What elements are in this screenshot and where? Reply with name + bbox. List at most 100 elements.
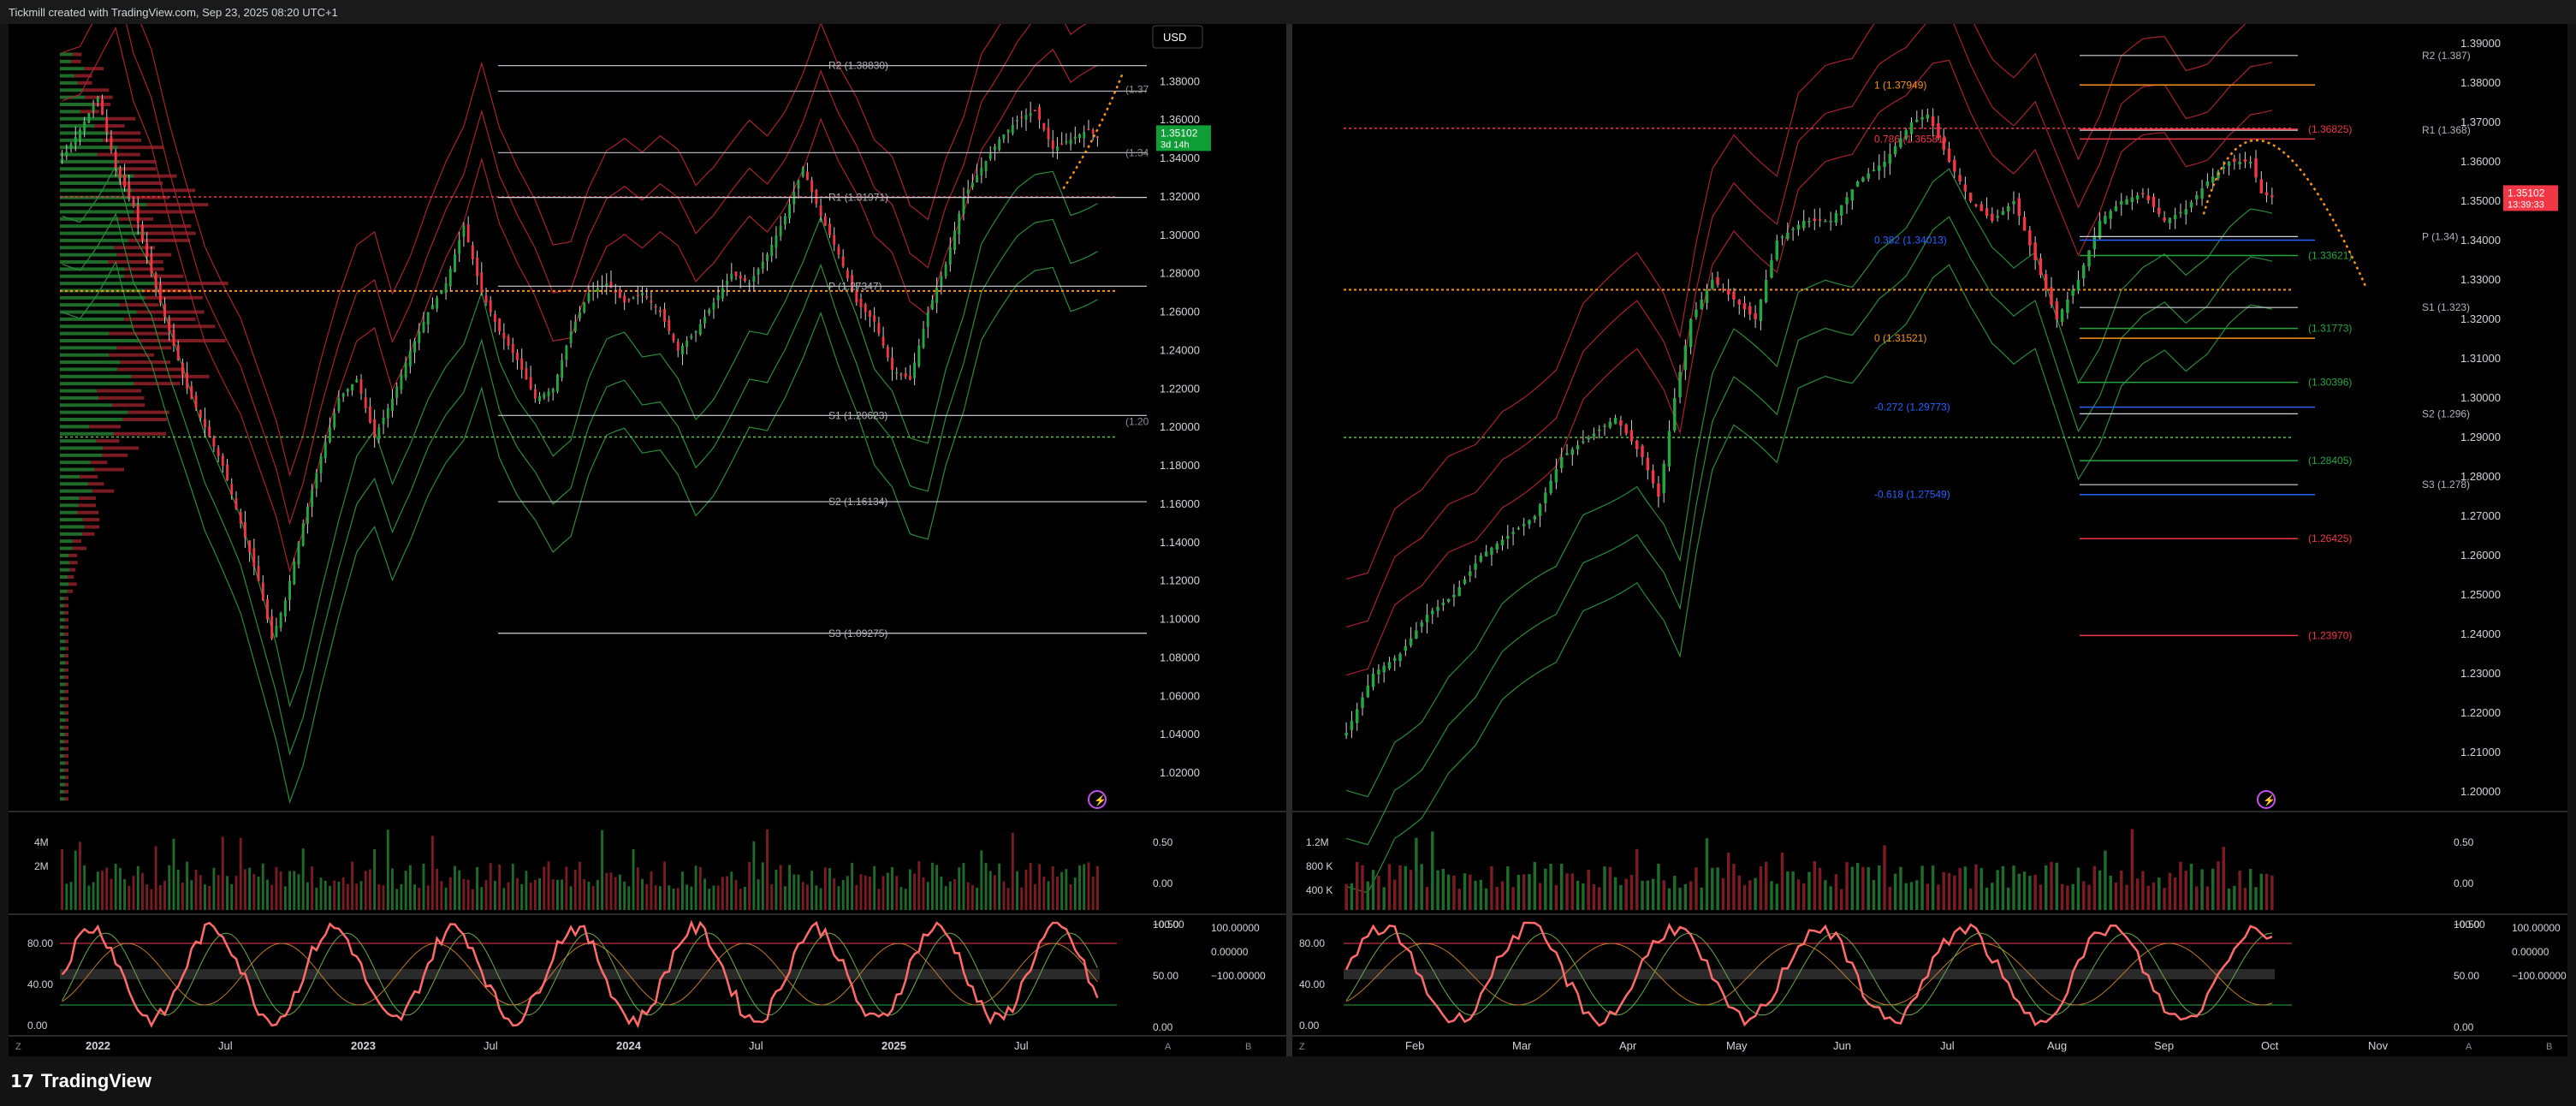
volume-bar [2243, 888, 2247, 910]
volume-bar [306, 882, 309, 910]
tradingview-logo[interactable]: 17 TradingView [10, 1070, 151, 1092]
candle-body [1517, 527, 1521, 530]
y-tick-label: 1.14000 [1160, 536, 1200, 549]
volume-bar [1065, 869, 1068, 910]
volume-bar [962, 863, 965, 910]
candle-body [1893, 146, 1897, 155]
volume-bar [2114, 883, 2118, 910]
candle-body [1883, 162, 1886, 167]
candle-body [2163, 217, 2166, 221]
fib-label: -0.272 (1.29773) [1874, 401, 1950, 413]
x-tick-label: 2022 [86, 1039, 110, 1052]
volume-bar [145, 884, 149, 910]
volume-bar [266, 879, 269, 910]
chart-panel-right[interactable]: 1.39000 1.38000 1.37000 1.36000 1.35000 1.340… [1292, 24, 2567, 1056]
volume-bar [1716, 867, 1719, 910]
volume-bar [792, 874, 796, 910]
chart-panel-left[interactable]: 1.400001.380001.360001.340001.320001.300… [9, 24, 1286, 1056]
panel-divider[interactable] [1286, 24, 1292, 1056]
volume-bar [744, 886, 746, 910]
volume-bar [1786, 871, 1790, 910]
volume-bar [1695, 867, 1698, 910]
volume-bar [1500, 881, 1505, 910]
volume-profile-bar [60, 439, 97, 443]
volume-bar [1582, 883, 1585, 910]
stoch-slow-line [62, 932, 1098, 1016]
volume-bar [908, 869, 911, 910]
bollinger-band [62, 212, 1098, 756]
y-tick-label: 1.25000 [2460, 588, 2501, 601]
volume-profile-bar [60, 103, 93, 106]
candle-body [329, 427, 331, 443]
volume-profile-bar [60, 274, 125, 278]
candle-body [1387, 662, 1392, 669]
volume-bar [1613, 877, 1617, 910]
candle-body [650, 300, 653, 303]
candle-body [797, 180, 800, 189]
volume-profile-bar [60, 689, 65, 693]
volume-bar [1635, 848, 1639, 910]
candle-body [935, 288, 939, 304]
x-tick-label: Nov [2368, 1039, 2389, 1052]
candle-body [1748, 306, 1752, 315]
volume-bar [520, 883, 524, 910]
volume-bar [658, 886, 662, 910]
volume-bar [1538, 883, 1542, 910]
currency-button[interactable] [1152, 25, 1203, 49]
volume-bar [293, 871, 296, 910]
volume-bar [686, 884, 689, 910]
stoch-tick: 40.00 [1299, 978, 1325, 990]
volume-profile-bar [60, 797, 65, 801]
candle-body [2254, 158, 2258, 178]
candle-body [1522, 524, 1526, 526]
candle-body [1457, 586, 1461, 597]
level-label: (1.28405) [2308, 455, 2352, 467]
candle-body [2200, 188, 2204, 199]
volume-bar [681, 871, 684, 910]
volume-profile-bar [60, 654, 65, 657]
candle-body [1559, 457, 1564, 468]
volume-profile-bar [134, 174, 177, 178]
volume-profile-bar [97, 389, 142, 393]
volume-tick: 4M [34, 836, 49, 848]
volume-bar [757, 879, 760, 910]
chart-svg-left[interactable]: 1.400001.380001.360001.340001.320001.300… [9, 24, 1286, 1056]
volume-profile-bar [67, 589, 74, 593]
volume-bar [1608, 866, 1612, 910]
projection-path [1062, 71, 1125, 190]
volume-bar [1060, 871, 1064, 910]
level-label: (1.30396) [2308, 377, 2352, 389]
candle-body [627, 299, 631, 301]
volume-profile-bar [60, 546, 73, 550]
candle-body [395, 386, 399, 398]
volume-bar [426, 885, 430, 910]
candle-body [833, 235, 836, 246]
volume-profile-bar [112, 403, 145, 407]
volume-bar [716, 885, 720, 910]
volume-bar [1457, 889, 1461, 910]
chart-svg-right[interactable]: 1.39000 1.38000 1.37000 1.36000 1.35000 1.340… [1292, 24, 2567, 1056]
volume-profile-bar [83, 88, 110, 92]
volume-profile-bar [122, 167, 157, 171]
y-tick-label: 1.24000 [1160, 343, 1200, 356]
candle-body [1350, 721, 1354, 730]
candle-body [676, 342, 680, 351]
volume-profile-bar [65, 639, 68, 644]
tv-logo-icon: 17 [10, 1071, 34, 1091]
volume-bar [703, 878, 706, 910]
volume-bar [2044, 865, 2048, 910]
volume-bar [239, 837, 242, 910]
candle-body [1069, 139, 1072, 145]
candle-body [221, 455, 224, 467]
volume-profile-bar [60, 733, 65, 736]
candle-body [257, 566, 260, 581]
y-tick-label: 1.20000 [2460, 785, 2501, 798]
volume-profile-bar [117, 146, 163, 150]
y-tick-label: 1.10000 [1160, 613, 1200, 626]
volume-profile-bar [60, 568, 70, 572]
candle-body [2205, 181, 2210, 187]
volume-profile-bar [139, 339, 226, 342]
candle-body [1711, 280, 1714, 288]
candle-body [96, 97, 99, 103]
volume-profile-bar [60, 389, 98, 393]
